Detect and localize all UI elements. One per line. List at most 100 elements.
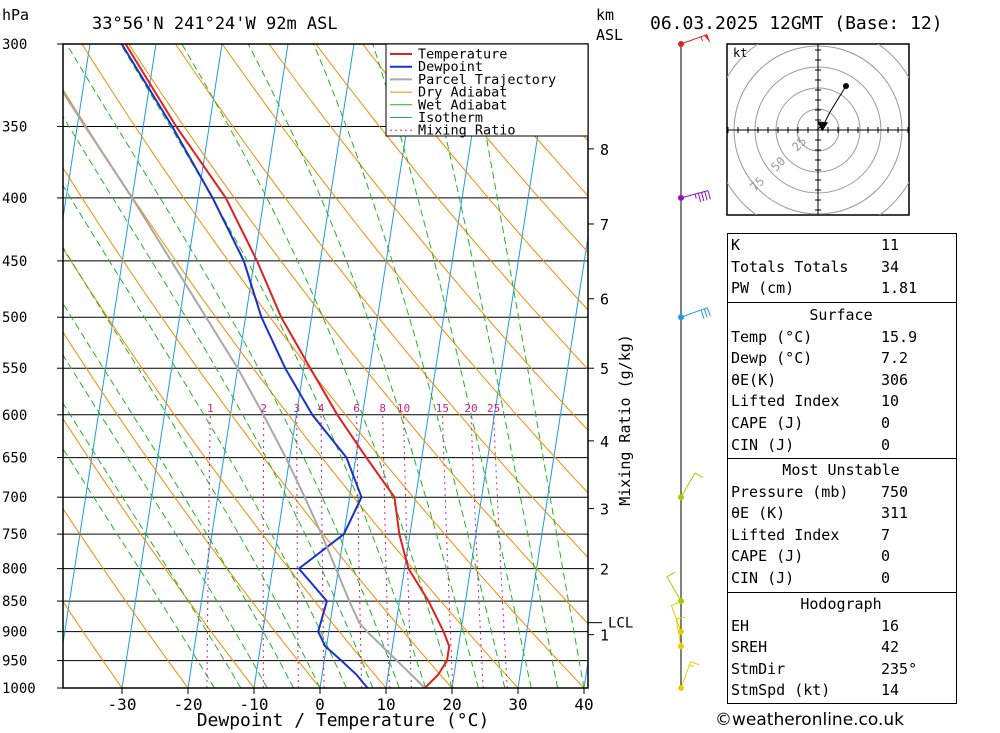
most-unstable-title: Most Unstable [782, 461, 900, 479]
index-row: Pressure (mb) 750 [731, 482, 909, 501]
pressure-tick-label: 500 [2, 310, 27, 326]
dry-adiabat [268, 44, 588, 431]
index-row: θE(K) 306 [731, 370, 909, 389]
pressure-tick-label: 350 [2, 119, 27, 135]
hodograph-unit: kt [733, 46, 747, 60]
index-row: CIN (J) 0 [731, 435, 891, 454]
wet-adiabat [423, 44, 559, 688]
surface-title: Surface [809, 306, 873, 324]
index-row: Lifted Index 10 [731, 392, 900, 411]
legend-entry: Isotherm [418, 110, 483, 126]
isotherm [63, 44, 91, 222]
mixing-ratio-line [403, 414, 412, 688]
wind-profile [666, 33, 711, 691]
index-row: EH 16 [731, 616, 900, 635]
mixing-ratio-label: 1 [207, 402, 214, 415]
wet-adiabat [63, 115, 374, 688]
pressure-tick-label: 1000 [2, 681, 36, 697]
isotherm [451, 44, 553, 688]
mixing-ratio-line [320, 414, 325, 688]
legend-entry: Dry Adiabat [418, 85, 507, 101]
index-row: PW (cm) 1.81 [731, 279, 918, 298]
x-tick-label: 40 [574, 695, 593, 714]
wind-barb-flag [703, 308, 708, 318]
mixing-ratio-line [493, 414, 508, 688]
mixing-ratio-label: 4 [318, 402, 325, 415]
km-tick-label: 5 [600, 360, 609, 378]
km-tick-label: 1 [600, 627, 609, 645]
mixing-ratio-line [356, 414, 363, 688]
x-axis-title: Dewpoint / Temperature (°C) [197, 710, 490, 731]
dry-adiabat [63, 331, 321, 688]
km-tick-label: 8 [600, 141, 609, 159]
hodograph-index-table: Hodograph EH 16 SREH 42 StmDir 235° StmSpd … [727, 594, 955, 702]
wet-adiabat [247, 44, 479, 688]
isotherm [319, 44, 421, 688]
index-row: CAPE (J) 0 [731, 547, 891, 566]
pressure-tick-label: 450 [2, 254, 27, 270]
index-row: Totals Totals 34 [731, 257, 900, 276]
km-tick-label: 3 [600, 501, 609, 519]
wet-adiabat [181, 44, 453, 688]
profile-series [63, 44, 451, 688]
wind-barb [666, 576, 682, 602]
index-row: K 11 [731, 236, 900, 254]
storm-motion-marker [817, 121, 829, 132]
x-tick-label: 0 [315, 695, 325, 714]
dry-adiabat [128, 44, 588, 625]
datetime-label: 06.03.2025 12GMT (Base: 12) [650, 13, 943, 34]
mixing-ratio-label: 25 [487, 402, 500, 415]
mixing-ratio-label: 15 [436, 402, 449, 415]
asl-label: ASL [596, 26, 623, 44]
header-text: hPa 33°56'N 241°24'W 92m ASL km ASL 06.0… [2, 6, 943, 415]
pressure-tick-label: 750 [2, 527, 27, 543]
dry-adiabat [63, 88, 519, 688]
mixing-ratio-label: 20 [464, 402, 477, 415]
index-row: Dewp (°C) 7.2 [731, 349, 909, 368]
wet-adiabat [63, 184, 347, 688]
pressure-tick-label: 950 [2, 654, 27, 670]
legend-entry: Dewpoint [418, 59, 483, 75]
isotherm [187, 44, 289, 688]
legend-entry: Wet Adiabat [418, 97, 507, 113]
mixing-ratio-label: 6 [353, 402, 360, 415]
dry-adiabat [63, 507, 189, 688]
location-title: 33°56'N 241°24'W 92m ASL [92, 14, 338, 34]
wind-barb-flag [697, 193, 702, 203]
surface-table: Surface Temp (°C) 15.9 Dewp (°C) 7.2 θE(K)… [727, 305, 955, 456]
wind-barb [680, 472, 696, 498]
mixing-ratio-line [296, 414, 299, 688]
isotherm [583, 658, 588, 688]
isotherm [385, 44, 487, 688]
wind-barb-pennant [704, 34, 711, 43]
x-tick-label: -10 [240, 695, 269, 714]
dry-adiabat [315, 44, 588, 371]
hpa-label: hPa [2, 6, 29, 24]
index-row: CIN (J) 0 [731, 568, 891, 587]
dry-adiabat [63, 417, 255, 688]
km-tick-label: 2 [600, 561, 609, 579]
lcl-label: LCL [608, 616, 633, 632]
hodograph-index-box [727, 592, 957, 704]
isotherm [253, 44, 355, 688]
dry-adiabat [63, 247, 387, 688]
isotherm [63, 44, 157, 647]
wind-barb-flag [700, 36, 704, 42]
dry-adiabat [63, 166, 453, 688]
pressure-tick-label: 700 [2, 490, 27, 506]
wind-barb-flag [676, 616, 686, 620]
wet-adiabat [63, 447, 215, 688]
copyright-footer[interactable]: ©weatheronline.co.uk [715, 710, 905, 730]
dry-adiabat [63, 600, 123, 688]
pressure-tick-label: 400 [2, 191, 27, 207]
index-row: StmSpd (kt) 14 [731, 681, 900, 700]
wind-barb-flag [694, 472, 704, 478]
dry-adiabat [81, 44, 585, 688]
km-label: km [596, 6, 614, 24]
km-tick-label: 7 [600, 216, 609, 234]
series-parcel-trajectory [63, 90, 426, 688]
dry-adiabat [362, 44, 588, 311]
pressure-tick-label: 650 [2, 451, 27, 467]
